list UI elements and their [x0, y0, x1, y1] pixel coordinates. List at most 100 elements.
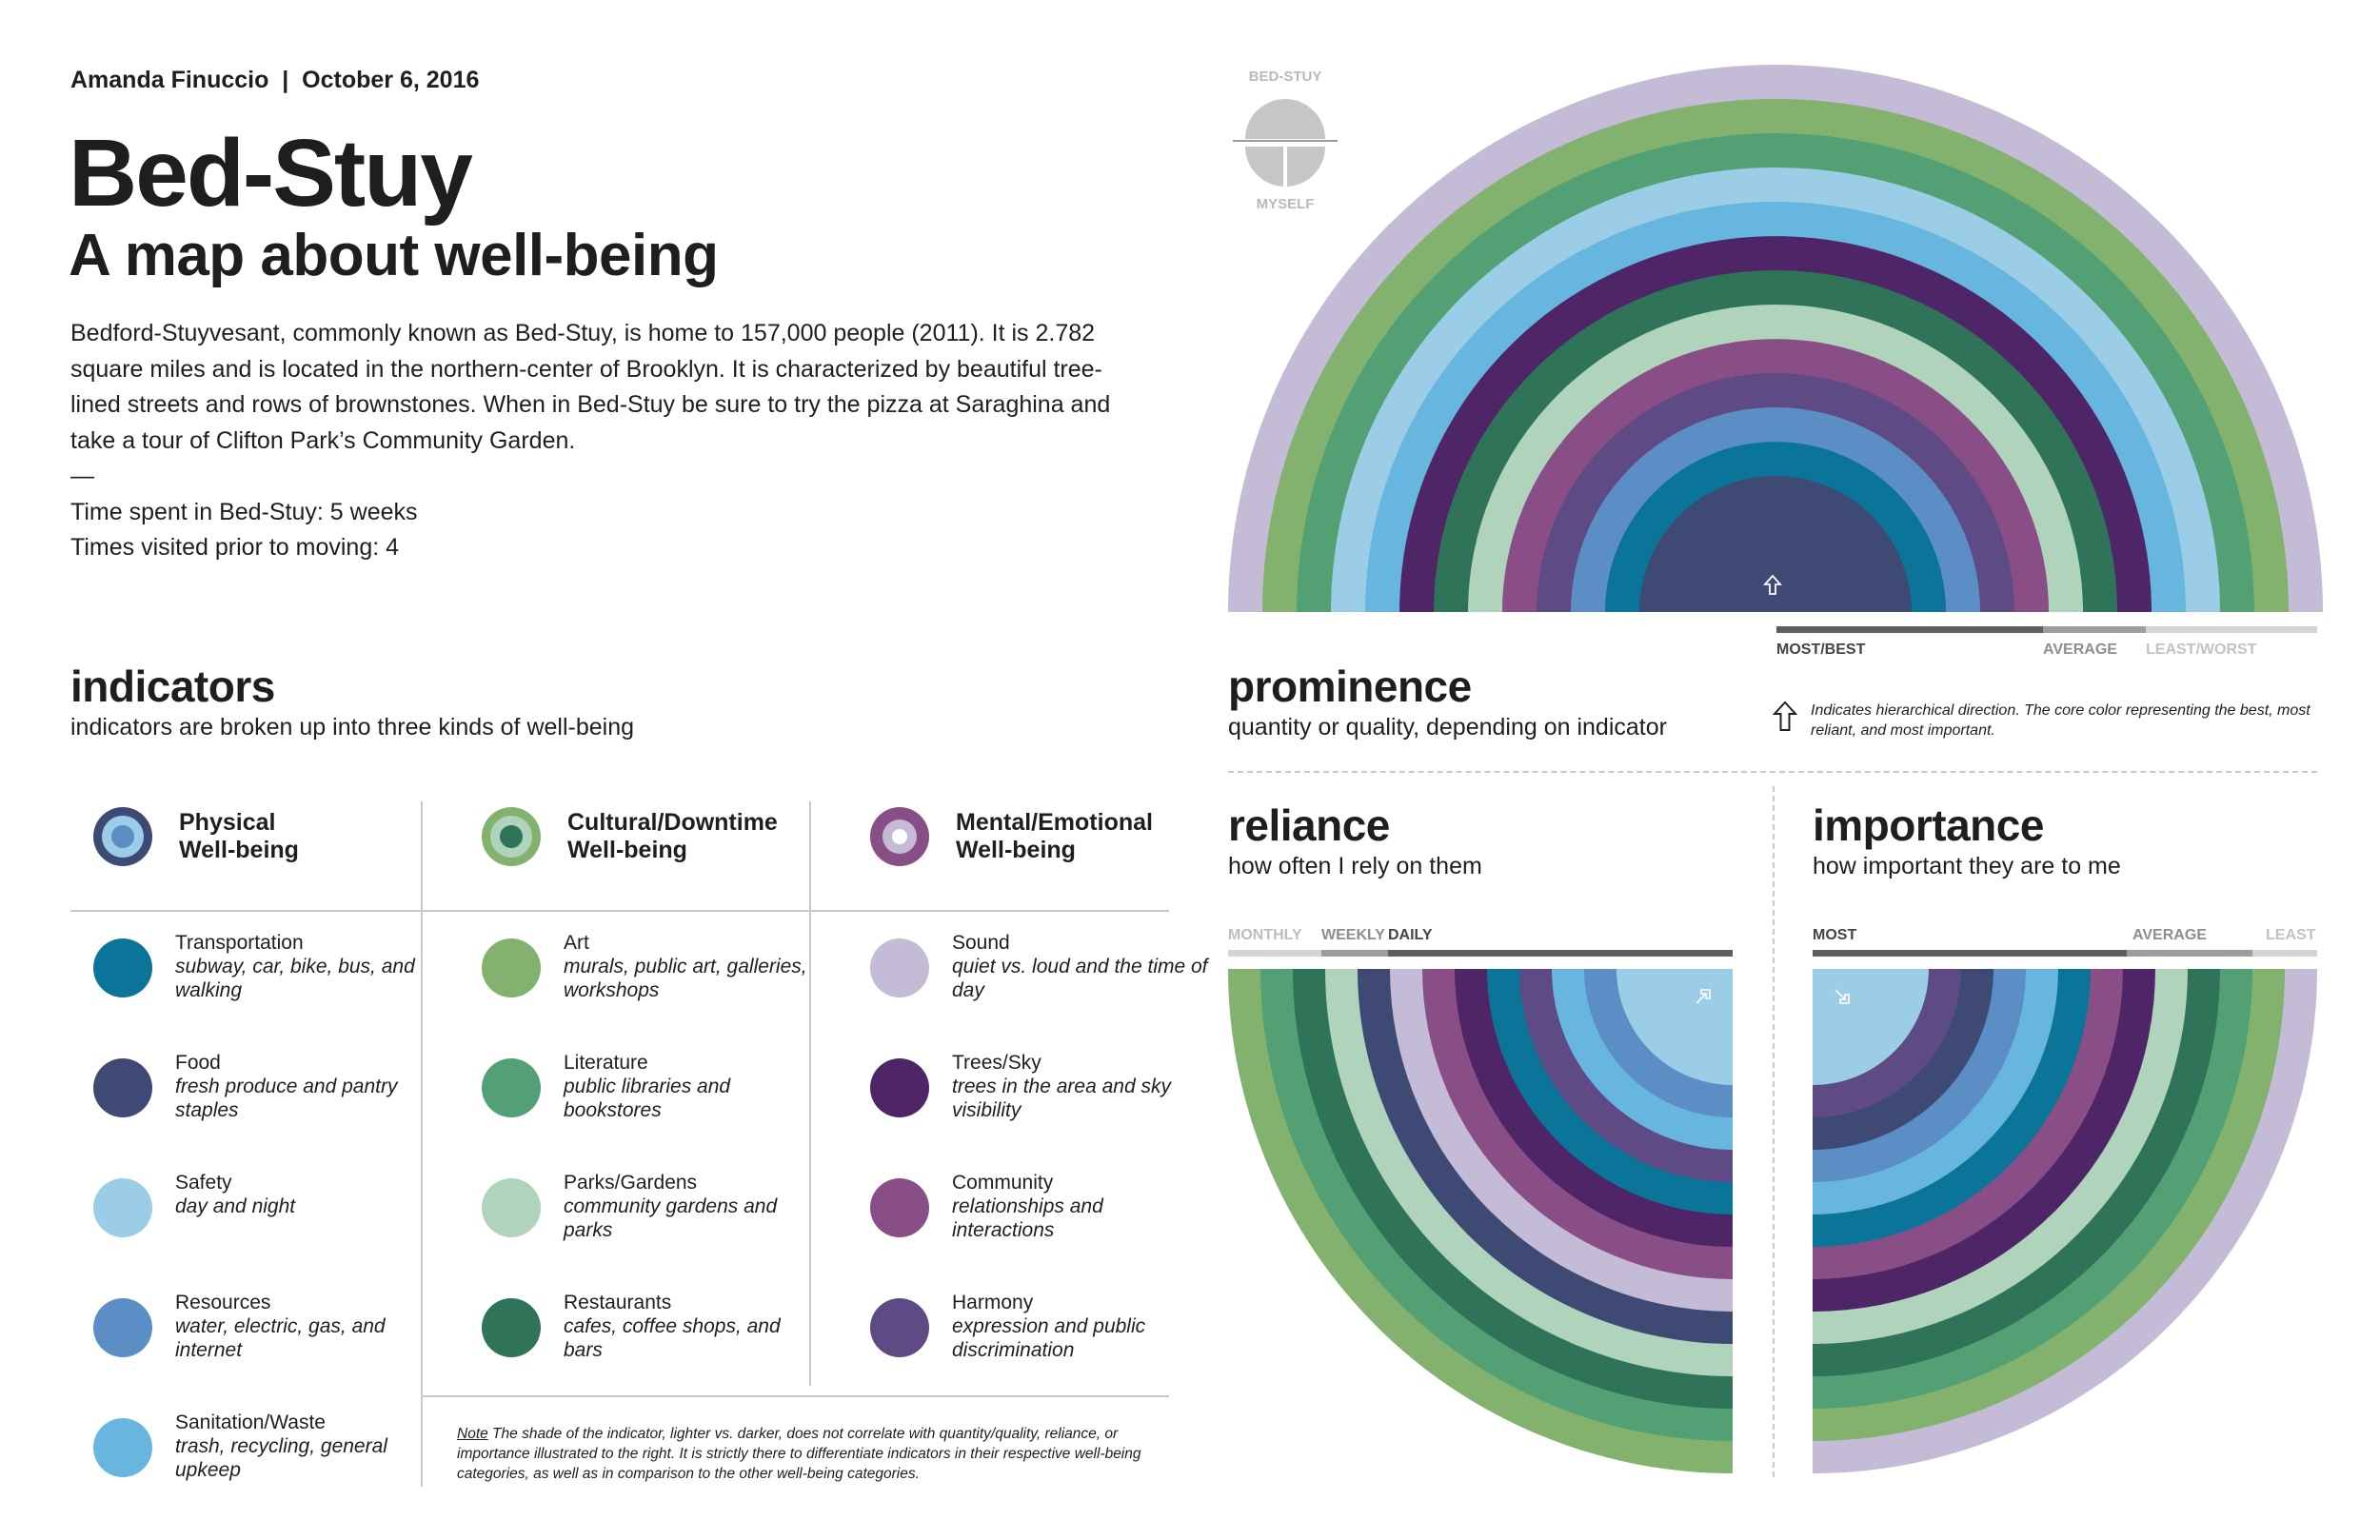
- prominence-ring: [1639, 476, 1912, 612]
- grid-note-rule: [421, 1395, 1169, 1397]
- mental-wellbeing-icon: [870, 807, 929, 866]
- indicator-name: Trees/Sky: [952, 1052, 1041, 1074]
- icon-inner-ring: [500, 825, 523, 848]
- reliance-bar-monthly: [1228, 950, 1321, 957]
- category-label: Cultural/Downtime Well-being: [567, 809, 778, 864]
- category-label-line2: Well-being: [179, 837, 299, 863]
- diagonal-arrow-icon: [1696, 989, 1711, 1004]
- reliance-bar-weekly: [1321, 950, 1388, 957]
- indicator-name: Sanitation/Waste: [175, 1412, 326, 1433]
- indicator-text: Resources water, electric, gas, and inter…: [175, 1291, 432, 1362]
- indicator-text: Food fresh produce and pantry staples: [175, 1051, 432, 1122]
- indicator-item: Art murals, public art, galleries, worksh…: [482, 931, 821, 1002]
- indicator-color-dot: [482, 1058, 541, 1117]
- indicator-text: Trees/Sky trees in the area and sky visib…: [952, 1051, 1209, 1122]
- scale-label-average: AVERAGE: [2043, 642, 2117, 658]
- indicator-description: water, electric, gas, and internet: [175, 1315, 386, 1361]
- indicator-text: Transportation subway, car, bike, bus, an…: [175, 931, 432, 1002]
- byline-date: October 6, 2016: [302, 67, 480, 93]
- indicator-name: Sound: [952, 932, 1010, 954]
- indicator-text: Restaurants cafes, coffee shops, and bars: [564, 1291, 821, 1362]
- indicators-subtitle: indicators are broken up into three kind…: [70, 714, 635, 740]
- indicator-description: day and night: [175, 1195, 296, 1217]
- reliance-quarter-chart: [1228, 969, 1733, 1473]
- indicator-name: Food: [175, 1052, 221, 1074]
- bed-stuy-myself-key-icon: [1233, 99, 1338, 187]
- indicator-item: Sanitation/Waste trash, recycling, genera…: [93, 1411, 432, 1482]
- indicator-color-dot: [93, 1298, 152, 1357]
- category-label: Physical Well-being: [179, 809, 299, 864]
- scale-bar-average: [2043, 626, 2146, 633]
- indicator-description: murals, public art, galleries, workshops: [564, 956, 807, 1001]
- intro-time-spent: Time spent in Bed-Stuy: 5 weeks: [70, 498, 418, 525]
- indicator-text: Art murals, public art, galleries, worksh…: [564, 931, 821, 1002]
- indicator-name: Parks/Gardens: [564, 1172, 698, 1194]
- indicator-description: expression and public discrimination: [952, 1315, 1146, 1361]
- importance-subtitle: how important they are to me: [1813, 853, 2121, 879]
- indicator-item: Transportation subway, car, bike, bus, an…: [93, 931, 432, 1002]
- physical-wellbeing-icon: [93, 807, 152, 866]
- intro-times-visited: Times visited prior to moving: 4: [70, 534, 400, 561]
- intro-paragraph: Bedford-Stuyvesant, commonly known as Be…: [70, 320, 1111, 454]
- indicator-name: Restaurants: [564, 1292, 672, 1313]
- indicator-text: Literature public libraries and bookstore…: [564, 1051, 821, 1122]
- indicator-name: Transportation: [175, 932, 304, 954]
- column-divider: [1773, 786, 1775, 1477]
- importance-quarter-chart: [1813, 969, 2317, 1473]
- prominence-subtitle: quantity or quality, depending on indica…: [1228, 714, 1667, 740]
- indicator-description: trees in the area and sky visibility: [952, 1076, 1171, 1121]
- indicator-name: Safety: [175, 1172, 232, 1194]
- byline-author: Amanda Finuccio: [70, 67, 269, 93]
- indicator-item: Food fresh produce and pantry staples: [93, 1051, 432, 1122]
- indicator-name: Literature: [564, 1052, 648, 1074]
- indicator-item: Safety day and night: [93, 1171, 432, 1237]
- importance-title: importance: [1813, 800, 2044, 850]
- reliance-title: reliance: [1228, 800, 1390, 850]
- note-label: Note: [457, 1426, 488, 1442]
- indicator-name: Art: [564, 932, 589, 954]
- indicator-color-dot: [93, 1178, 152, 1237]
- prominence-title: prominence: [1228, 661, 1472, 711]
- indicator-description: fresh produce and pantry staples: [175, 1076, 398, 1121]
- indicator-description: trash, recycling, general upkeep: [175, 1435, 387, 1481]
- scale-label-most: MOST: [1813, 927, 1857, 943]
- intro-dash: —: [70, 463, 94, 489]
- indicator-color-dot: [870, 938, 929, 997]
- indicator-description: relationships and interactions: [952, 1195, 1103, 1241]
- prominence-rainbow: [1228, 65, 2323, 612]
- indicator-item: Community relationships and interactions: [870, 1171, 1209, 1242]
- scale-label-best: MOST/BEST: [1776, 642, 1866, 658]
- category-mental: Mental/Emotional Well-being: [870, 807, 1153, 866]
- category-cultural: Cultural/Downtime Well-being: [482, 807, 778, 866]
- indicator-name: Harmony: [952, 1292, 1034, 1313]
- key-bottom-label: MYSELF: [1256, 196, 1315, 212]
- note-text: The shade of the indicator, lighter vs. …: [457, 1426, 1141, 1482]
- importance-bar-least: [2252, 950, 2317, 957]
- byline: Amanda Finuccio | October 6, 2016: [70, 67, 479, 94]
- indicator-item: Trees/Sky trees in the area and sky visib…: [870, 1051, 1209, 1122]
- importance-bar-most: [1813, 950, 2127, 957]
- indicator-item: Literature public libraries and bookstore…: [482, 1051, 821, 1122]
- indicator-item: Parks/Gardens community gardens and parks: [482, 1171, 821, 1242]
- scale-label-average: AVERAGE: [2132, 927, 2207, 943]
- indicator-name: Resources: [175, 1292, 271, 1313]
- category-label: Mental/Emotional Well-being: [956, 809, 1153, 864]
- reliance-bar-daily: [1388, 950, 1733, 957]
- section-divider: [1228, 771, 2317, 773]
- key-top-label: BED-STUY: [1248, 69, 1322, 85]
- scale-label-weekly: WEEKLY: [1321, 927, 1385, 943]
- key-top-half: [1245, 99, 1325, 139]
- intro-text: Bedford-Stuyvesant, commonly known as Be…: [70, 316, 1146, 566]
- indicator-color-dot: [870, 1178, 929, 1237]
- indicator-text: Safety day and night: [175, 1171, 432, 1218]
- direction-arrow-icon: [1772, 701, 1798, 731]
- indicator-color-dot: [482, 1298, 541, 1357]
- reliance-subtitle: how often I rely on them: [1228, 853, 1482, 879]
- indicators-title: indicators: [70, 661, 275, 711]
- scale-bar-best: [1776, 626, 2043, 633]
- indicator-text: Parks/Gardens community gardens and parks: [564, 1171, 821, 1242]
- direction-note: Indicates hierarchical direction. The co…: [1811, 702, 2311, 739]
- indicator-color-dot: [93, 1418, 152, 1477]
- importance-bar-average: [2127, 950, 2252, 957]
- scale-label-worst: LEAST/WORST: [2146, 642, 2257, 658]
